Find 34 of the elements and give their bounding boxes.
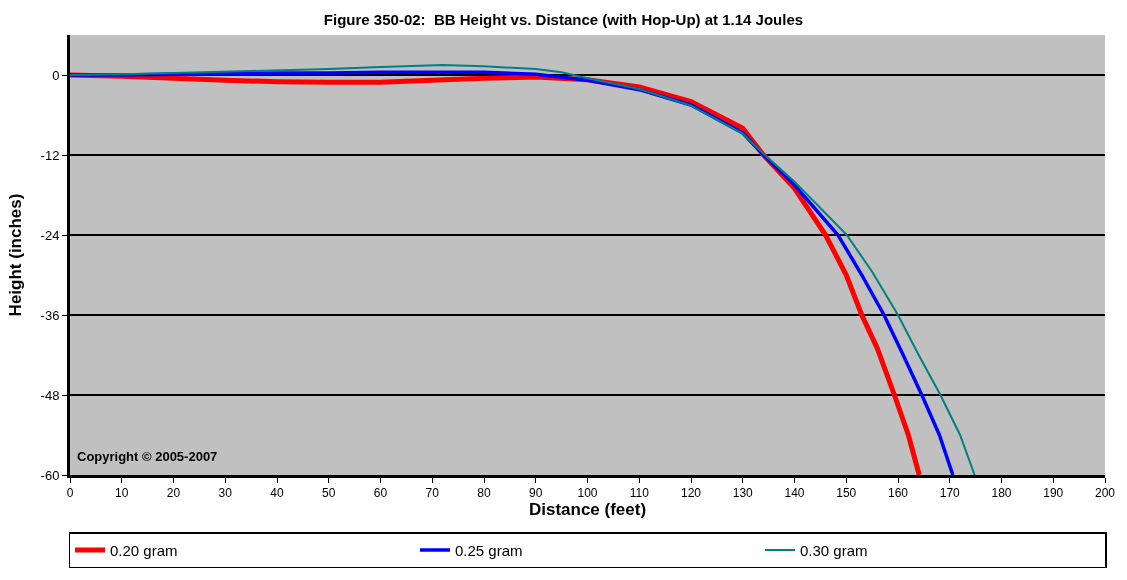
x-tick-label: 70: [425, 486, 440, 501]
x-tick-label: 170: [939, 486, 961, 501]
x-tick-label: 140: [784, 486, 805, 501]
y-axis-title: Height (inches): [6, 193, 26, 317]
x-tick-label: 130: [732, 486, 754, 501]
x-tick-label: 180: [991, 486, 1012, 501]
x-tick-label: 40: [270, 486, 284, 501]
x-tick-label: 150: [836, 486, 857, 501]
x-tick-label: 160: [887, 486, 909, 501]
y-tick-label: 0: [52, 67, 60, 83]
legend-label: 0.25 gram: [455, 541, 523, 559]
x-tick-label: 200: [1094, 486, 1116, 501]
x-tick-label: 100: [577, 486, 598, 501]
legend-label: 0.30 gram: [800, 541, 868, 559]
annotation: Copyright © 2005-2007: [77, 449, 218, 464]
x-tick-label: 0: [66, 486, 74, 501]
legend-label: 0.20 gram: [110, 541, 178, 559]
x-tick-label: 110: [629, 486, 650, 501]
x-tick-label: 30: [218, 486, 233, 501]
x-tick-label: 20: [166, 486, 181, 501]
chart-title: Figure 350-02: BB Height vs. Distance (with Hop-Up) at 1.14 Joules: [323, 11, 804, 28]
y-tick-label: -60: [40, 467, 60, 483]
x-tick-label: 80: [477, 486, 491, 501]
x-tick-label: 190: [1043, 486, 1064, 501]
y-tick-label: -24: [40, 227, 60, 243]
x-tick-label: 120: [680, 486, 702, 501]
x-tick-label: 90: [529, 486, 543, 501]
x-tick-label: 60: [373, 486, 388, 501]
y-tick-label: -36: [40, 307, 60, 323]
y-tick-label: -12: [40, 147, 60, 163]
y-tick-label: -48: [40, 387, 60, 403]
x-tick-label: 50: [322, 486, 336, 501]
x-tick-label: 10: [115, 486, 129, 501]
x-axis-title: Distance (feet): [528, 500, 647, 520]
